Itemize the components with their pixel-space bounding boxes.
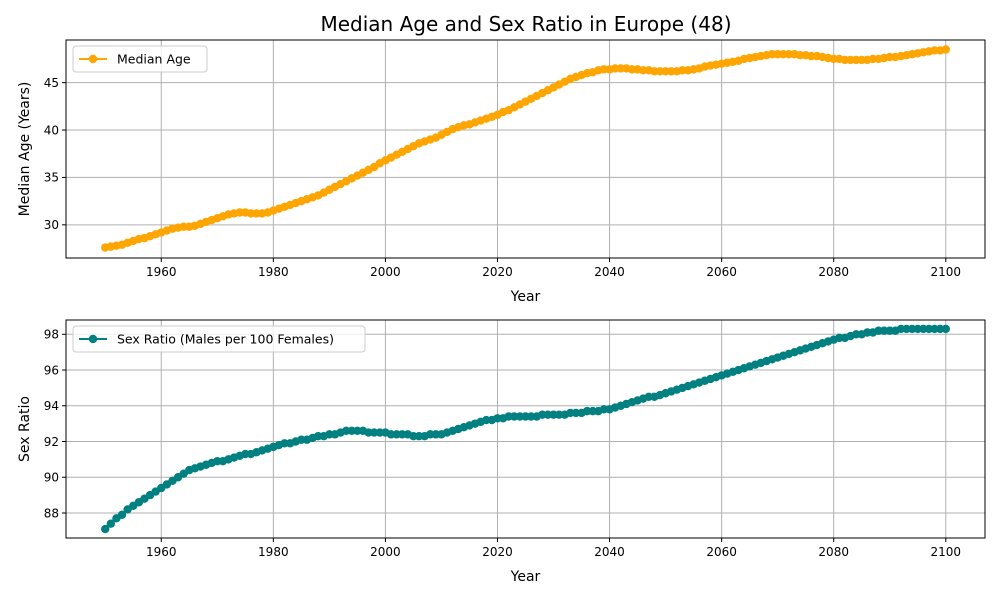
sex-ratio-x-tick-label: 1980 [258, 545, 289, 559]
median-age-x-tick-label: 2040 [594, 265, 625, 279]
sex-ratio-point [106, 519, 116, 528]
median-age-y-tick-label: 45 [44, 76, 59, 90]
sex-ratio-y-tick-label: 96 [44, 363, 59, 377]
sex-ratio-y-axis-label: Sex Ratio [17, 396, 33, 462]
median-age-x-tick-label: 2000 [370, 265, 401, 279]
median-age-x-tick-label: 1980 [258, 265, 289, 279]
sex-ratio-x-tick-label: 2080 [818, 545, 849, 559]
median-age-y-tick-label: 30 [44, 218, 59, 232]
sex-ratio-y-tick-label: 94 [44, 399, 59, 413]
sex-ratio-legend-label: Sex Ratio (Males per 100 Females) [117, 332, 334, 347]
median-age-panel: 1960 1980 2000 2020 2040 2060 2080 2100 30 35 40 45… [17, 39, 986, 305]
sex-ratio-legend: Sex Ratio (Males per 100 Females) [72, 325, 366, 353]
median-age-x-tick-label: 2060 [706, 265, 737, 279]
sex-ratio-point [101, 524, 110, 534]
median-age-legend-box [72, 45, 208, 73]
median-age-y-tick-label: 40 [44, 123, 59, 137]
sex-ratio-y-tick-label: 88 [44, 506, 59, 520]
median-age-grid [66, 40, 985, 258]
sex-ratio-y-tick-label: 98 [44, 328, 59, 342]
median-age-line [105, 48, 946, 249]
sex-ratio-x-tick-label: 2020 [482, 545, 513, 559]
median-age-y-tick-label: 35 [44, 171, 59, 185]
sex-ratio-plot-frame [65, 319, 986, 539]
sex-ratio-legend-box [72, 325, 366, 353]
sex-ratio-x-tick-label: 1960 [146, 545, 177, 559]
median-age-legend-label: Median Age [117, 52, 191, 67]
sex-ratio-y-tick-label: 90 [44, 471, 59, 485]
sex-ratio-grid [66, 320, 985, 538]
chart-title: Median Age and Sex Ratio in Europe (48) [320, 12, 731, 36]
sex-ratio-line [104, 327, 946, 530]
sex-ratio-legend-marker [88, 334, 98, 344]
median-age-x-tick-label: 2020 [482, 265, 513, 279]
sex-ratio-panel: 1960 1980 2000 2020 2040 2060 2080 2100 88 90 92 94… [17, 319, 986, 585]
sex-ratio-x-axis-label: Year [510, 569, 541, 585]
sex-ratio-point [941, 324, 950, 334]
median-age-legend: Median Age [72, 45, 208, 73]
median-age-plot-frame [65, 39, 986, 259]
sex-ratio-x-tick-label: 2040 [594, 545, 625, 559]
median-age-x-tick-label: 1960 [146, 265, 177, 279]
median-age-x-axis-label: Year [510, 289, 541, 305]
sex-ratio-series [101, 324, 950, 534]
median-age-ticks: 1960 1980 2000 2020 2040 2060 2080 2100 30 35 40 45 [44, 76, 961, 279]
sex-ratio-ticks: 1960 1980 2000 2020 2040 2060 2080 2100 88 90 92 94… [44, 328, 961, 559]
sex-ratio-y-tick-label: 92 [44, 435, 59, 449]
median-age-x-tick-label: 2080 [818, 265, 849, 279]
median-age-x-tick-label: 2100 [931, 265, 962, 279]
median-age-y-axis-label: Median Age (Years) [17, 82, 33, 217]
sex-ratio-x-tick-label: 2060 [706, 545, 737, 559]
sex-ratio-x-tick-label: 2100 [931, 545, 962, 559]
sex-ratio-point [117, 510, 127, 519]
median-age-legend-marker [88, 54, 98, 64]
median-age-series [101, 45, 950, 252]
sex-ratio-x-tick-label: 2000 [370, 545, 401, 559]
median-age-point [941, 45, 950, 54]
